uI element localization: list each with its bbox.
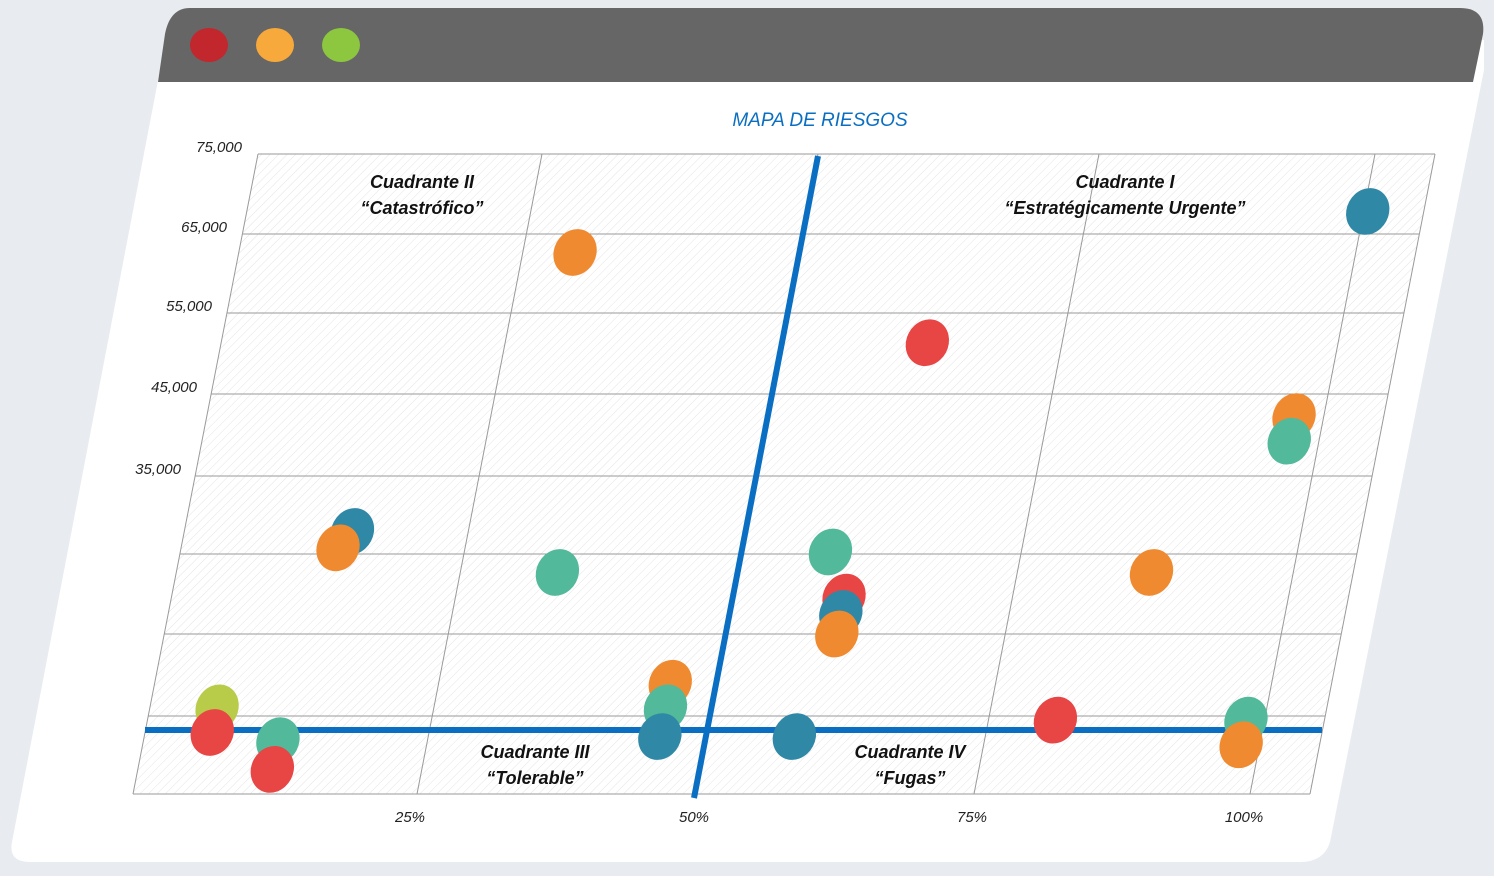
- risk-point-orange: [553, 229, 597, 276]
- risk-point-blue: [1346, 188, 1390, 235]
- quadrant-3-label-subtitle: “Tolerable”: [486, 768, 583, 788]
- y-tick-label: 75,000: [196, 139, 243, 156]
- risk-point-red: [1033, 696, 1078, 744]
- x-tick-label: 75%: [957, 809, 987, 826]
- title-bar: [158, 8, 1484, 82]
- maximize-window-button[interactable]: [322, 28, 360, 62]
- y-tick-label: 65,000: [181, 219, 228, 236]
- risk-point-orange: [316, 524, 360, 572]
- risk-point-orange: [815, 610, 859, 658]
- risk-point-red: [905, 319, 950, 367]
- gridline-v: [973, 153, 1100, 795]
- quadrant-dividers: [145, 155, 1322, 799]
- plot-area: 35,000 45,000 55,000 65,000 75,000 25% 50% 75%…: [132, 139, 1436, 826]
- close-window-button[interactable]: [190, 28, 228, 62]
- quadrant-4-label-title: Cuadrante IV: [854, 742, 967, 762]
- gridline-v: [1249, 153, 1376, 795]
- y-tick-label: 35,000: [135, 461, 182, 478]
- gridline-v: [1309, 153, 1436, 795]
- plot-background: [133, 154, 1435, 794]
- quadrant-1-label-subtitle: “Estratégicamente Urgente”: [1004, 198, 1245, 218]
- risk-point-teal: [535, 549, 580, 596]
- gridline-v: [416, 153, 543, 795]
- x-tick-label: 25%: [394, 809, 425, 826]
- risk-point-teal: [808, 528, 853, 576]
- x-tick-label: 50%: [679, 809, 709, 826]
- quadrant-labels: Cuadrante I “Estratégicamente Urgente” Cua…: [360, 172, 1245, 788]
- y-tick-label: 45,000: [151, 379, 198, 396]
- risk-point-red: [190, 709, 234, 756]
- risk-point-blue: [638, 713, 682, 760]
- risk-point-orange: [1129, 549, 1174, 596]
- quadrant-4-label-subtitle: “Fugas”: [874, 768, 945, 788]
- risk-point-teal: [1267, 417, 1311, 465]
- probability-divider-line: [691, 155, 821, 799]
- quadrant-2-label-subtitle: “Catastrófico”: [360, 198, 483, 218]
- minimize-window-button[interactable]: [256, 28, 294, 62]
- y-axis-tick-labels: 35,000 45,000 55,000 65,000 75,000: [135, 139, 243, 478]
- risk-point-blue: [772, 713, 817, 760]
- risk-point-orange: [1219, 721, 1263, 769]
- quadrant-2-label-title: Cuadrante II: [370, 172, 475, 192]
- x-axis-tick-labels: 25% 50% 75% 100%: [394, 809, 1263, 826]
- risk-points: [190, 188, 1390, 793]
- y-tick-label: 55,000: [166, 298, 213, 315]
- x-tick-label: 100%: [1225, 809, 1263, 826]
- horizontal-gridlines: [133, 153, 1435, 795]
- quadrant-3-label-title: Cuadrante III: [480, 742, 590, 762]
- risk-point-red: [250, 746, 295, 793]
- quadrant-1-label-title: Cuadrante I: [1075, 172, 1175, 192]
- gridline-v: [132, 153, 259, 795]
- chart-title: MAPA DE RIESGOS: [732, 110, 908, 131]
